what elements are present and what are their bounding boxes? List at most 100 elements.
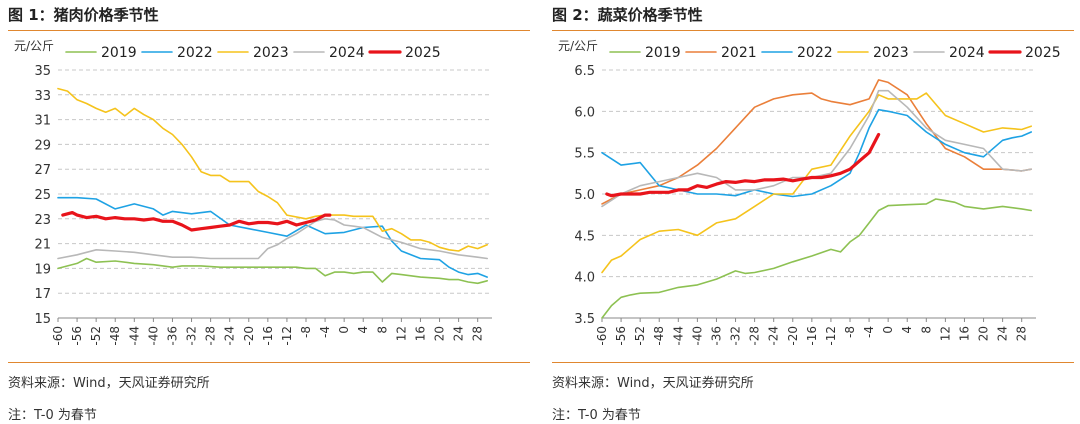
source-text: 资料来源：Wind，天风证券研究所	[8, 376, 210, 391]
legend-label-2022: 2022	[797, 45, 833, 61]
chart-panel-vegetable: 图 2：蔬菜价格季节性 元/公斤 3.5 4.0 4.5 5.0 5.5 6.0 6.5 -60…	[552, 0, 1074, 424]
y-tick-label: 21	[34, 238, 51, 253]
y-tick-label: 4.0	[574, 271, 595, 286]
series-line-2025	[605, 132, 881, 198]
title-rule	[8, 30, 530, 31]
x-tick-label: 4	[900, 326, 914, 334]
x-tick-label: 8	[375, 326, 389, 334]
series-line-2019	[601, 198, 1033, 319]
series-line-2024	[57, 218, 489, 260]
y-tick-label: 6.5	[574, 64, 595, 79]
legend-label-2024: 2024	[949, 45, 985, 61]
series-line-2021	[601, 79, 1033, 205]
series-line-2022	[57, 196, 489, 278]
x-tick-label: -36	[165, 326, 179, 346]
y-tick-label: 23	[34, 213, 51, 228]
series-line-2024	[601, 89, 1033, 208]
footer-rule	[8, 362, 530, 363]
x-tick-label: 20	[977, 326, 991, 341]
series-line-2023	[601, 92, 1033, 274]
y-tick-label: 5.5	[574, 147, 595, 162]
legend-label-2019: 2019	[101, 45, 137, 61]
x-tick-label: -20	[786, 326, 800, 346]
series-line-2025	[61, 211, 332, 232]
y-axis-label: 元/公斤	[14, 39, 54, 53]
y-tick-label: 33	[34, 89, 51, 104]
x-tick-label: -48	[652, 326, 666, 346]
y-tick-label: 6.0	[574, 105, 595, 120]
x-tick-label: -32	[185, 326, 199, 346]
note-text: 注：T-0 为春节	[552, 408, 641, 423]
x-tick-label: 16	[413, 326, 427, 341]
legend-label-2025: 2025	[1025, 45, 1061, 61]
x-tick-label: -56	[614, 326, 628, 346]
x-tick-label: -16	[805, 326, 819, 346]
x-tick-label: -28	[748, 326, 762, 346]
legend-label-2023: 2023	[873, 45, 909, 61]
y-tick-label: 15	[34, 312, 51, 327]
x-tick-label: -44	[671, 326, 685, 346]
y-axis-label: 元/公斤	[558, 39, 598, 53]
x-tick-label: 20	[433, 326, 447, 341]
x-tick-label: 12	[938, 326, 952, 341]
x-tick-label: -8	[299, 326, 313, 338]
x-tick-label: -4	[318, 326, 332, 338]
x-tick-label: 16	[957, 326, 971, 341]
x-tick-label: -40	[146, 326, 160, 346]
x-tick-label: -4	[862, 326, 876, 338]
legend-label-2022: 2022	[177, 45, 213, 61]
x-tick-label: -60	[595, 326, 609, 346]
x-tick-label: -12	[280, 326, 294, 346]
chart-panel-pork: 图 1：猪肉价格季节性 元/公斤 15 17 19 21 23 25 27 29 31 33 35 -6…	[8, 0, 530, 424]
title-rule	[552, 30, 1074, 31]
legend-label-2023: 2023	[253, 45, 289, 61]
y-tick-label: 5.0	[574, 188, 595, 203]
source-text: 资料来源：Wind，天风证券研究所	[552, 376, 754, 391]
x-tick-label: -12	[824, 326, 838, 346]
x-tick-label: -52	[633, 326, 647, 346]
x-tick-label: -32	[729, 326, 743, 346]
x-tick-label: 4	[356, 326, 370, 334]
x-tick-label: -44	[127, 326, 141, 346]
x-tick-label: -20	[242, 326, 256, 346]
x-tick-label: -56	[70, 326, 84, 346]
x-tick-label: 0	[337, 326, 351, 334]
legend-label-2021: 2021	[721, 45, 757, 61]
legend-label-2019: 2019	[645, 45, 681, 61]
x-tick-label: 28	[1015, 326, 1029, 341]
x-tick-label: -60	[51, 326, 65, 346]
x-tick-label: 12	[394, 326, 408, 341]
series-line-2019	[57, 257, 489, 285]
y-tick-label: 29	[34, 138, 51, 153]
chart-title: 图 1：猪肉价格季节性	[8, 6, 159, 24]
x-tick-label: -36	[709, 326, 723, 346]
x-tick-label: 24	[996, 326, 1010, 341]
x-tick-label: 0	[881, 326, 895, 334]
x-tick-label: -24	[223, 326, 237, 346]
x-tick-label: -52	[89, 326, 103, 346]
y-tick-label: 4.5	[574, 229, 595, 244]
legend-label-2024: 2024	[329, 45, 365, 61]
x-tick-label: -24	[767, 326, 781, 346]
y-tick-label: 17	[34, 287, 51, 302]
x-tick-label: -48	[108, 326, 122, 346]
y-tick-label: 3.5	[574, 312, 595, 327]
x-tick-label: 24	[452, 326, 466, 341]
x-tick-label: 28	[471, 326, 485, 341]
x-tick-label: -40	[690, 326, 704, 346]
x-tick-label: 8	[919, 326, 933, 334]
y-tick-label: 19	[34, 262, 51, 277]
x-tick-label: -16	[261, 326, 275, 346]
chart-title: 图 2：蔬菜价格季节性	[552, 6, 703, 24]
x-tick-label: -8	[843, 326, 857, 338]
y-tick-label: 35	[34, 64, 51, 79]
y-tick-label: 25	[34, 188, 51, 203]
footer-rule	[552, 362, 1074, 363]
note-text: 注：T-0 为春节	[8, 408, 97, 423]
x-tick-label: -28	[204, 326, 218, 346]
y-tick-label: 27	[34, 163, 51, 178]
series-line-2023	[57, 87, 489, 252]
vegetable-chart-svg: 元/公斤3.54.04.55.05.56.06.5-60 -56 -52 -48 -44…	[558, 39, 1061, 346]
legend-label-2025: 2025	[405, 45, 441, 61]
